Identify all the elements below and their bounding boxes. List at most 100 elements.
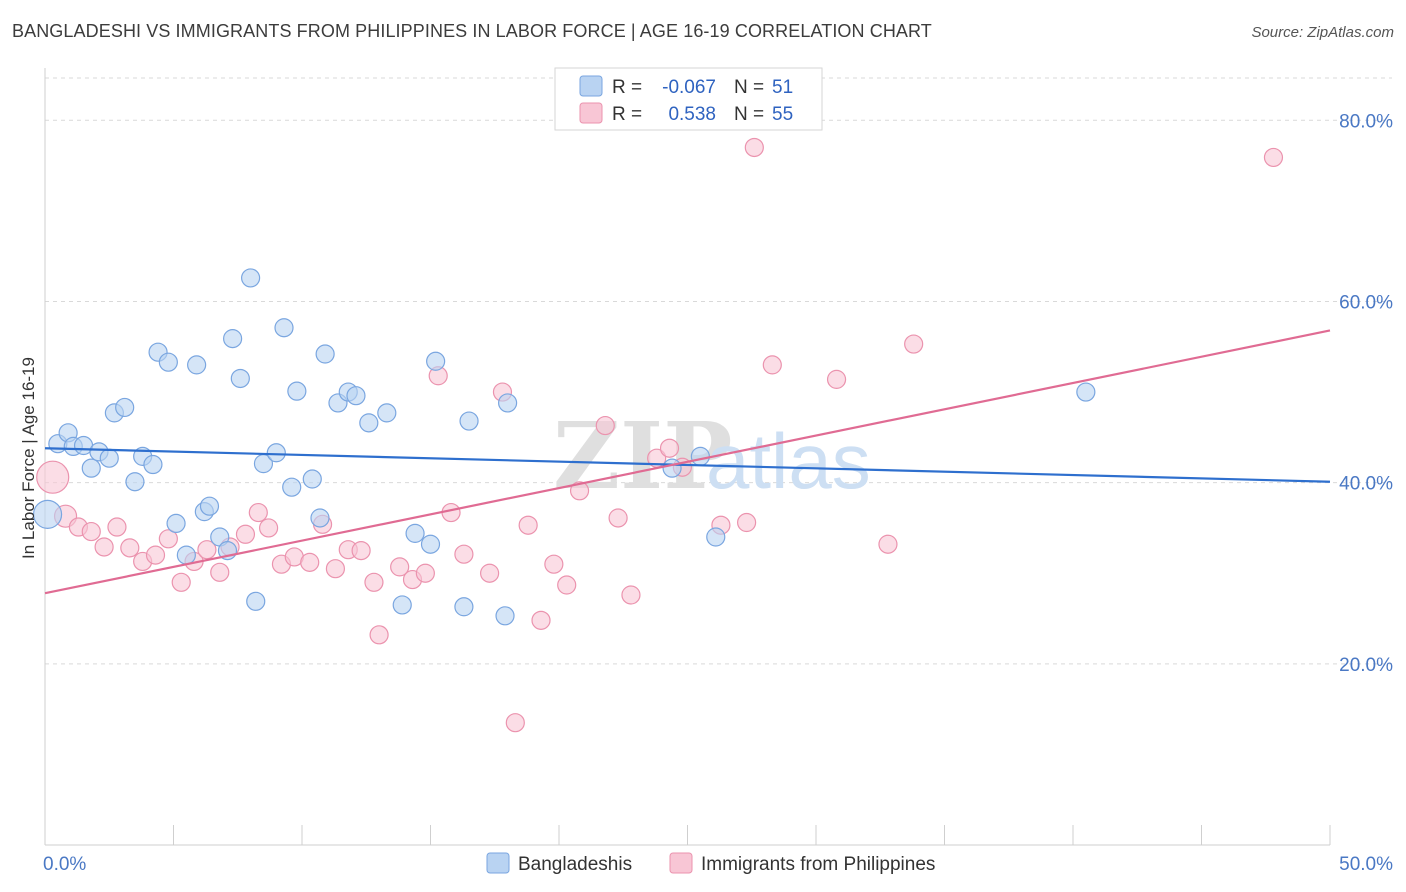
philippines-point-40 [569,481,590,501]
bangladeshi-point-41 [420,534,441,554]
philippines-trendline [44,329,1331,595]
bangladeshi-point-28 [274,318,294,338]
watermark: ZIP atlas [553,402,871,510]
philippines-point-25 [364,572,384,592]
philippines-point-42 [608,508,628,528]
bangladeshi-point-50 [1076,382,1096,402]
bangladeshi-point-10 [125,472,145,492]
legend-swatch-bangladeshis [486,852,510,874]
philippines-point-49 [744,137,764,158]
bangladeshi-point-49 [706,527,726,547]
bottom-legend: Bangladeshis Immigrants from Philippines [486,852,935,875]
bangladeshi-point-16 [176,545,196,565]
stats-legend-n-value-1: 51 [772,77,793,98]
x-tick-labels: 0.0% 50.0% [43,854,1393,875]
stats-legend-swatch-blue [579,75,603,97]
philippines-point-4 [94,537,114,557]
philippines-point-20 [300,552,320,572]
bangladeshi-point-24 [241,268,261,288]
bangladeshi-point-38 [377,403,397,423]
bangladeshi-point-15 [166,513,186,534]
philippines-point-24 [351,540,371,561]
legend-swatch-philippines [669,852,693,874]
bangladeshi-point-25 [246,591,266,611]
philippines-point-13 [210,562,230,582]
bangladeshi-point-31 [302,469,322,489]
philippines-point-36 [518,515,538,535]
bangladeshi-point-42 [426,351,446,371]
philippines-point-48 [737,512,757,533]
legend-label-bangladeshis: Bangladeshis [518,854,632,875]
philippines-point-41 [595,415,615,436]
philippines-point-12 [197,540,217,560]
bangladeshi-point-12 [143,454,163,475]
philippines-point-0 [36,460,70,494]
y-tick-label-20: 20.0% [1339,655,1393,676]
bangladeshi-point-22 [223,329,243,349]
bangladeshi-point-17 [187,355,207,375]
philippines-point-5 [107,517,127,537]
bangladeshi-point-33 [315,344,335,364]
stats-legend-n-label-1: N = [734,77,764,98]
bangladeshi-point-30 [287,381,307,401]
stats-legend-n-value-2: 55 [772,104,793,125]
y-tick-label-60: 60.0% [1339,292,1393,313]
bangladeshi-point-5 [81,458,101,478]
bangladeshi-point-45 [495,606,515,626]
stats-legend: R = -0.067 N = 51 R = 0.538 N = 55 [554,67,823,131]
bangladeshi-point-9 [115,397,135,418]
philippines-point-43 [621,585,641,605]
watermark-atlas: atlas [706,417,871,505]
y-axis-label: In Labor Force | Age 16-19 [19,357,38,559]
philippines-point-35 [505,713,525,733]
philippines-point-9 [158,529,178,549]
philippines-point-50 [762,355,782,375]
source-credit: Source: ZipAtlas.com [1251,24,1394,41]
bangladeshi-point-46 [498,393,518,413]
y-tick-labels: 20.0% 40.0% 60.0% 80.0% [1339,111,1393,676]
stats-legend-swatch-pink [579,102,603,124]
bangladeshi-point-27 [266,443,286,463]
stats-legend-r-value-1: -0.067 [662,77,716,98]
philippines-point-38 [544,554,564,574]
philippines-point-51 [826,369,847,389]
philippines-point-3 [81,521,101,542]
philippines-point-45 [659,438,680,458]
stats-legend-r-value-2: 0.538 [668,104,716,125]
stats-legend-r-label-2: R = [612,104,642,125]
philippines-point-8 [145,545,166,565]
bangladeshi-point-44 [459,411,479,431]
philippines-point-16 [248,502,268,523]
bangladeshi-point-48 [690,446,710,466]
y-tick-label-40: 40.0% [1339,474,1393,495]
philippines-point-27 [390,557,410,577]
bangladeshi-point-32 [310,508,330,528]
legend-label-philippines: Immigrants from Philippines [701,854,935,875]
philippines-point-17 [258,518,279,538]
bangladeshi-point-14 [158,352,178,372]
philippines-point-54 [1263,147,1284,168]
philippines-point-32 [454,544,474,564]
philippines-point-6 [120,538,140,558]
philippines-point-53 [904,334,924,354]
bangladeshi-point-7 [99,448,119,468]
chart-title: BANGLADESHI VS IMMIGRANTS FROM PHILIPPIN… [12,21,932,41]
bangladeshi-point-36 [346,386,366,406]
philippines-point-15 [235,524,256,544]
stats-legend-r-label-1: R = [612,77,642,98]
bangladeshi-point-19 [199,496,220,516]
philippines-point-10 [171,572,191,592]
philippines-point-39 [557,575,577,595]
bangladeshi-point-43 [454,597,474,617]
philippines-point-37 [531,610,551,630]
philippines-point-52 [878,534,898,554]
bangladeshi-point-29 [282,477,302,497]
y-tick-label-80: 80.0% [1339,111,1393,132]
axes [44,68,1331,846]
bangladeshi-trendline [44,447,1331,483]
bangladeshi-point-37 [359,413,379,433]
x-tick-label-max: 50.0% [1339,854,1393,875]
bangladeshi-point-0 [32,499,63,529]
bangladeshi-point-40 [405,523,425,543]
